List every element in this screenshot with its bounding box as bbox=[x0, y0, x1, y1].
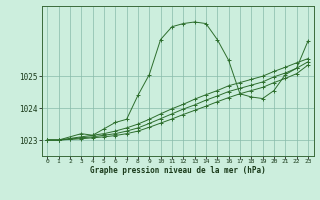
X-axis label: Graphe pression niveau de la mer (hPa): Graphe pression niveau de la mer (hPa) bbox=[90, 166, 266, 175]
